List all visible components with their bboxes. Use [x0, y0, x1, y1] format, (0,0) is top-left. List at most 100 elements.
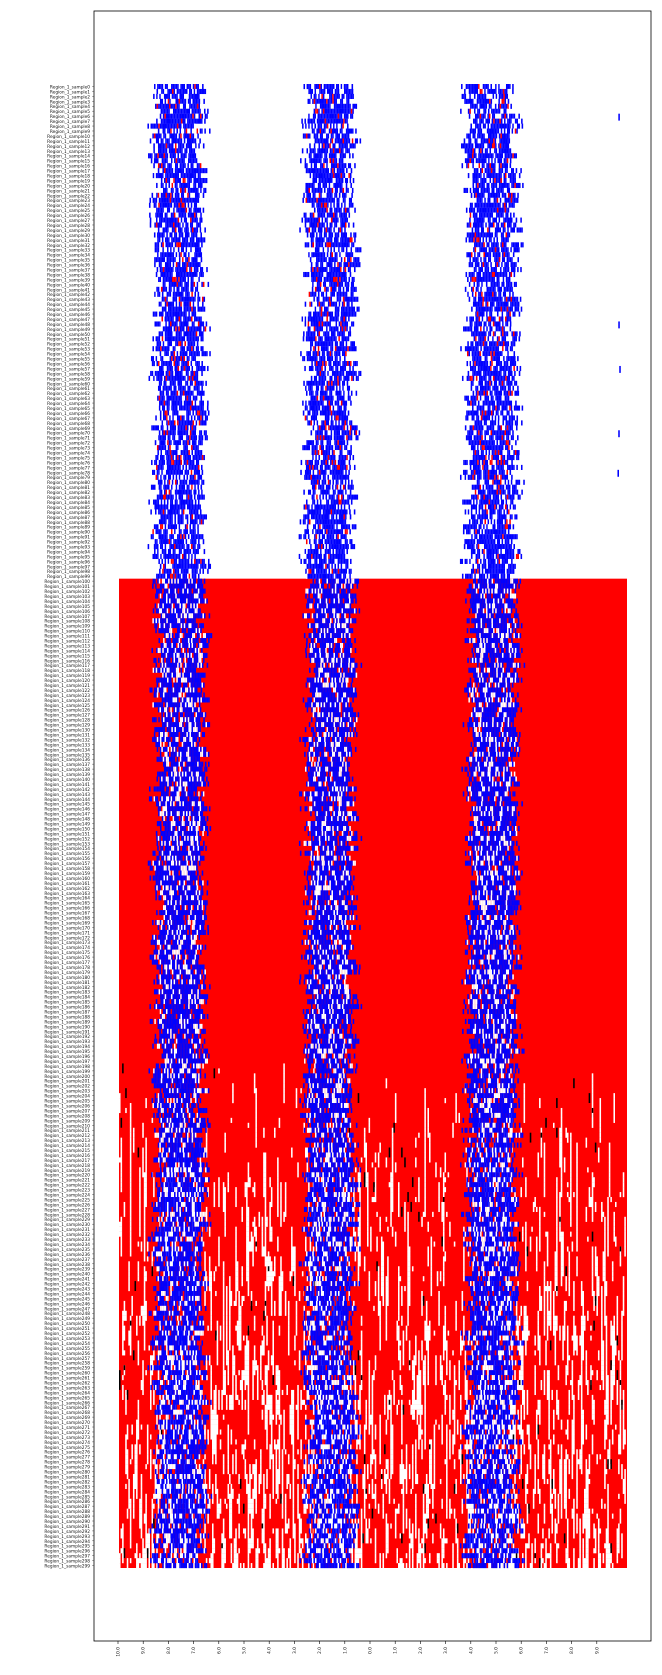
gap-cell	[576, 1350, 578, 1356]
gap-cell	[455, 1310, 457, 1316]
gap-cell	[407, 1310, 409, 1316]
gap-cell	[224, 1498, 226, 1504]
gap-cell	[291, 1394, 295, 1400]
gap-cell	[235, 1389, 237, 1396]
gap-cell	[568, 1464, 571, 1470]
gap-cell	[221, 1399, 223, 1405]
gap-cell	[624, 1493, 626, 1499]
gap-cell	[394, 1103, 397, 1109]
gap-cell	[405, 1330, 408, 1336]
gap-cell	[309, 1246, 312, 1252]
gap-cell	[549, 1454, 552, 1460]
gap-cell	[269, 1459, 271, 1465]
gap-cell	[235, 1286, 239, 1292]
gap-cell	[539, 1300, 543, 1306]
gap-cell	[143, 1340, 146, 1346]
gap-cell	[446, 1474, 448, 1480]
gap-cell	[523, 1093, 526, 1099]
gap-cell	[374, 1182, 377, 1188]
gap-cell	[256, 1384, 259, 1391]
gap-cell	[295, 1325, 298, 1331]
gap-cell	[548, 1464, 552, 1470]
gap-cell	[601, 1290, 603, 1297]
gap-cell	[610, 1325, 615, 1331]
gap-cell	[604, 1424, 608, 1430]
gap-cell	[401, 1424, 403, 1430]
gap-cell	[418, 1197, 420, 1203]
gap-cell	[585, 1350, 588, 1356]
gap-cell	[146, 1424, 149, 1430]
gap-cell	[264, 1286, 267, 1292]
gap-cell	[368, 1518, 371, 1524]
gap-cell	[402, 1513, 405, 1519]
gap-cell	[260, 1459, 262, 1465]
gap-cell	[207, 1192, 209, 1198]
gap-cell	[523, 1112, 526, 1119]
gap-cell	[222, 1454, 225, 1460]
gap-cell	[430, 1271, 433, 1277]
gap-cell	[427, 1117, 429, 1123]
gap-cell	[284, 1310, 287, 1316]
gap-cell	[218, 1394, 220, 1400]
gap-cell	[225, 1503, 228, 1509]
gap-cell	[449, 1404, 451, 1410]
gap-cell	[256, 1370, 259, 1376]
gap-cell	[129, 1187, 132, 1193]
gap-cell	[566, 1523, 569, 1529]
gap-cell	[580, 1419, 584, 1425]
gap-cell	[391, 1370, 394, 1376]
gap-cell	[260, 1345, 265, 1351]
gap-cell	[604, 1434, 608, 1440]
gap-cell	[546, 1380, 550, 1386]
gap-cell	[295, 1404, 299, 1410]
gap-cell	[272, 1320, 274, 1326]
gap-cell	[441, 1414, 443, 1420]
gap-cell	[565, 1375, 567, 1381]
gap-cell	[568, 1256, 571, 1262]
gap-cell	[128, 1340, 132, 1346]
gap-cell	[430, 1246, 433, 1252]
gap-cell	[360, 1508, 363, 1514]
gap-cell	[588, 1459, 591, 1465]
gap-cell	[411, 1474, 414, 1480]
gap-cell	[607, 1449, 611, 1455]
gap-cell	[421, 1221, 423, 1227]
gap-cell	[613, 1117, 615, 1123]
gap-cell	[212, 1488, 214, 1494]
gap-cell	[139, 1182, 141, 1188]
gap-cell	[227, 1464, 230, 1470]
gap-cell	[305, 1454, 307, 1460]
gap-cell	[272, 1330, 274, 1336]
gap-cell	[241, 1266, 243, 1272]
gap-cell	[297, 1409, 299, 1415]
gap-cell	[518, 1384, 524, 1391]
gap-cell	[151, 1498, 154, 1504]
gap-cell	[422, 1375, 426, 1381]
gap-cell	[566, 1330, 569, 1336]
gap-cell	[416, 1409, 423, 1415]
gap-cell	[229, 1295, 233, 1302]
gap-cell	[398, 1281, 400, 1287]
gap-cell	[618, 1439, 622, 1445]
gap-cell	[453, 1241, 456, 1247]
gap-cell	[560, 1419, 563, 1425]
gap-cell	[441, 1206, 445, 1212]
gap-cell	[274, 1305, 276, 1311]
gap-cell	[136, 1434, 140, 1440]
gap-cell	[573, 1290, 575, 1297]
gap-cell	[145, 1137, 147, 1143]
gap-cell	[611, 1271, 614, 1277]
gap-cell	[363, 1256, 366, 1262]
gap-cell	[398, 1350, 402, 1356]
speck-cell	[132, 1350, 135, 1361]
gap-cell	[371, 1493, 377, 1499]
gap-cell	[137, 1399, 140, 1405]
gap-cell	[266, 1384, 268, 1391]
gap-cell	[601, 1300, 603, 1306]
gap-cell	[232, 1098, 234, 1104]
gap-cell	[278, 1454, 281, 1460]
gap-cell	[467, 1340, 470, 1346]
gap-cell	[222, 1201, 226, 1208]
gap-cell	[525, 1256, 527, 1262]
gap-cell	[357, 1256, 361, 1262]
